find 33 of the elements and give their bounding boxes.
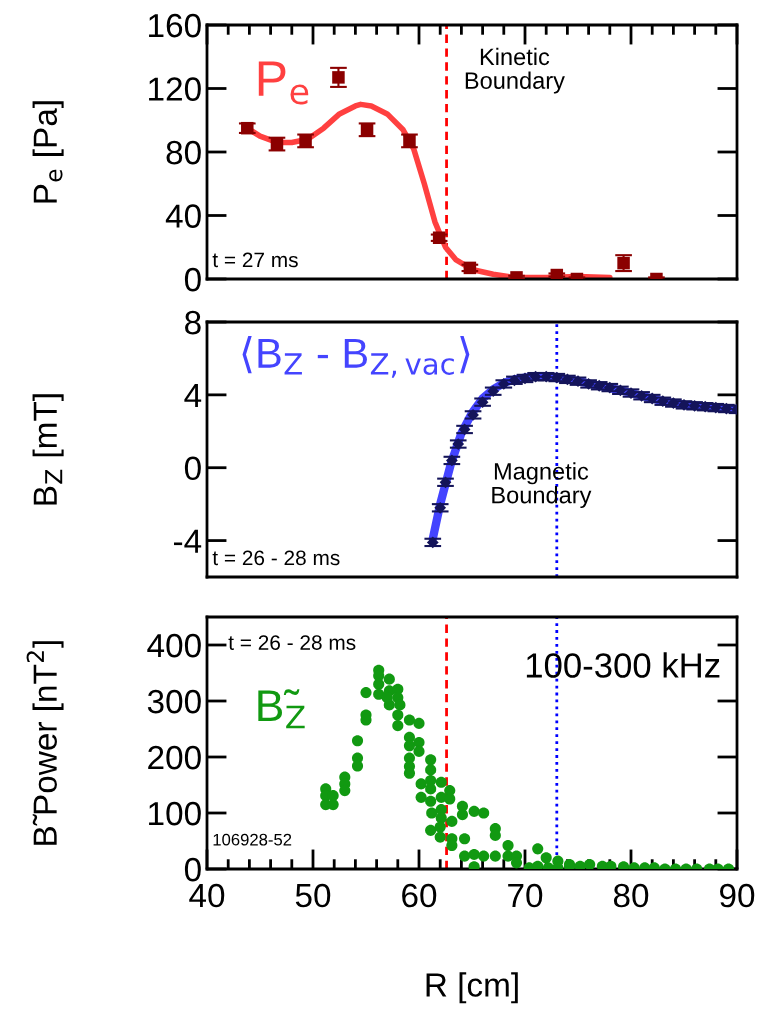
x-tick-label: 50 — [295, 883, 331, 908]
annotation: 106928-52 — [213, 833, 292, 846]
series-label: ⟨B$_{Z}$ - B$_{Z,vac}$⟩ — [242, 336, 470, 378]
x-tick-label: 90 — [720, 883, 755, 908]
y-tick-label: 0 — [184, 857, 201, 882]
y-tick-label: 200 — [148, 745, 201, 770]
y-tick-label: 80 — [166, 140, 201, 165]
y-tick-label: 300 — [147, 689, 201, 714]
x-axis-title: R [cm] — [426, 972, 518, 1004]
y-tick-label: 100 — [149, 801, 201, 826]
ref-line-label: Kinetic Boundary — [465, 47, 565, 94]
y-tick-label: 4 — [184, 384, 202, 407]
annotation: 100-300 kHz — [526, 652, 720, 678]
ref-line-label: Magnetic Boundary — [492, 462, 592, 509]
series-label: P$_{e}$ — [258, 61, 309, 105]
annotation: t = 27 ms — [212, 252, 298, 268]
y-tick-label: 40 — [165, 204, 201, 228]
annotation: t = 26 - 28 ms — [212, 550, 340, 566]
annotation: t = 26 - 28 ms — [228, 635, 356, 650]
y-tick-label: 120 — [149, 77, 201, 101]
x-tick-label: 80 — [613, 883, 649, 908]
x-tick-label: 70 — [508, 883, 543, 908]
y-tick-label: 160 — [149, 13, 201, 38]
y-tick-label: 0 — [184, 456, 201, 481]
y-tick-label: 0 — [184, 267, 201, 292]
y-axis-title: P$_{e}$ [Pa] — [32, 101, 64, 203]
y-axis-title: B$_{Z}$ [mT] — [32, 394, 64, 505]
series-label: B̃$_{Z}$ — [258, 689, 305, 729]
y-axis-title: B̃ Power [nT$^{2}$] — [26, 641, 64, 845]
y-tick-label: 400 — [147, 633, 201, 658]
y-tick-label: 8 — [185, 310, 201, 335]
y-tick-label: -4 — [173, 529, 202, 553]
x-tick-label: 60 — [402, 883, 437, 908]
